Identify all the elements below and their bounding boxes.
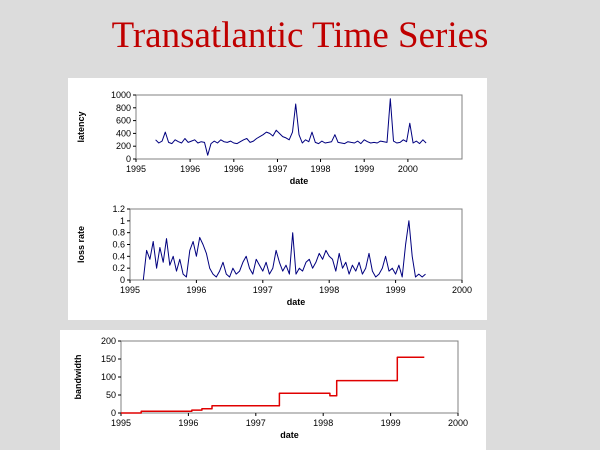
x-axis-title: date [287, 297, 306, 307]
x-axis-title: date [290, 176, 309, 186]
bandwidth-chart-panel: 0 50 100 150 200 1995 1996 1997 1998 1999 2000 date… [60, 330, 486, 450]
x-tick-label: 1996 [186, 285, 206, 295]
x-tick-label: 1999 [381, 418, 401, 428]
y-tick-label: 1 [120, 216, 125, 226]
y-axis-title: latency [76, 111, 86, 142]
y-tick-label: 200 [116, 141, 131, 151]
x-tick-label: 1997 [246, 418, 266, 428]
y-tick-label: 800 [116, 103, 131, 113]
x-tick-label: 2000 [448, 418, 468, 428]
plot-frame [120, 340, 459, 414]
x-tick-label: 2000 [452, 285, 472, 295]
latency-chart: 0 200 400 600 800 1000 1995 1996 1996 1997 1998 199… [76, 90, 463, 186]
y-tick-label: 0 [126, 154, 131, 164]
y-tick-label: 0 [111, 408, 116, 418]
y-tick-label: 400 [116, 128, 131, 138]
x-tick-label: 1995 [126, 164, 146, 174]
y-axis-title: bandwidth [73, 355, 83, 400]
y-tick-label: 200 [101, 336, 116, 346]
y-tick-label: 0.4 [112, 251, 125, 261]
y-tick-label: 1000 [111, 90, 131, 100]
y-tick-label: 100 [101, 372, 116, 382]
x-axis-title: date [280, 430, 299, 440]
plot-frame [135, 94, 463, 160]
series-line [155, 98, 427, 156]
y-tick-label: 50 [106, 390, 116, 400]
x-tick-label: 1995 [111, 418, 131, 428]
y-tick-label: 0 [120, 275, 125, 285]
x-tick-label: 1998 [319, 285, 339, 295]
x-tick-label: 1997 [253, 285, 273, 295]
y-tick-label: 1.2 [112, 204, 125, 214]
bandwidth-chart: 0 50 100 150 200 1995 1996 1997 1998 1999 2000 date… [73, 336, 468, 440]
y-tick-label: 150 [101, 354, 116, 364]
slide-title: Transatlantic Time Series [111, 15, 489, 56]
x-tick-label: 1998 [313, 418, 333, 428]
x-tick-label: 1996 [178, 418, 198, 428]
x-tick-label: 1999 [386, 285, 406, 295]
x-tick-label: 1995 [120, 285, 140, 295]
x-tick-label: 1996 [180, 164, 200, 174]
y-tick-label: 600 [116, 116, 131, 126]
x-tick-label: 1997 [267, 164, 287, 174]
y-tick-label: 0.2 [112, 263, 125, 273]
x-tick-label: 1998 [311, 164, 331, 174]
y-axis-title: loss rate [76, 226, 86, 263]
y-tick-label: 0.6 [112, 240, 125, 250]
loss-rate-chart: 0 0.2 0.40.6 0.8 1 1.2 1995 1996 1997 1998 1999 200… [76, 204, 472, 307]
x-tick-label: 1999 [354, 164, 374, 174]
x-tick-label: 1996 [224, 164, 244, 174]
series-line [142, 220, 426, 281]
latency-loss-chart-panel: 0 200 400 600 800 1000 1995 1996 1996 1997 1998 199… [68, 78, 487, 320]
series-line [121, 356, 425, 414]
y-tick-label: 0.8 [112, 228, 125, 238]
x-tick-label: 2000 [398, 164, 418, 174]
